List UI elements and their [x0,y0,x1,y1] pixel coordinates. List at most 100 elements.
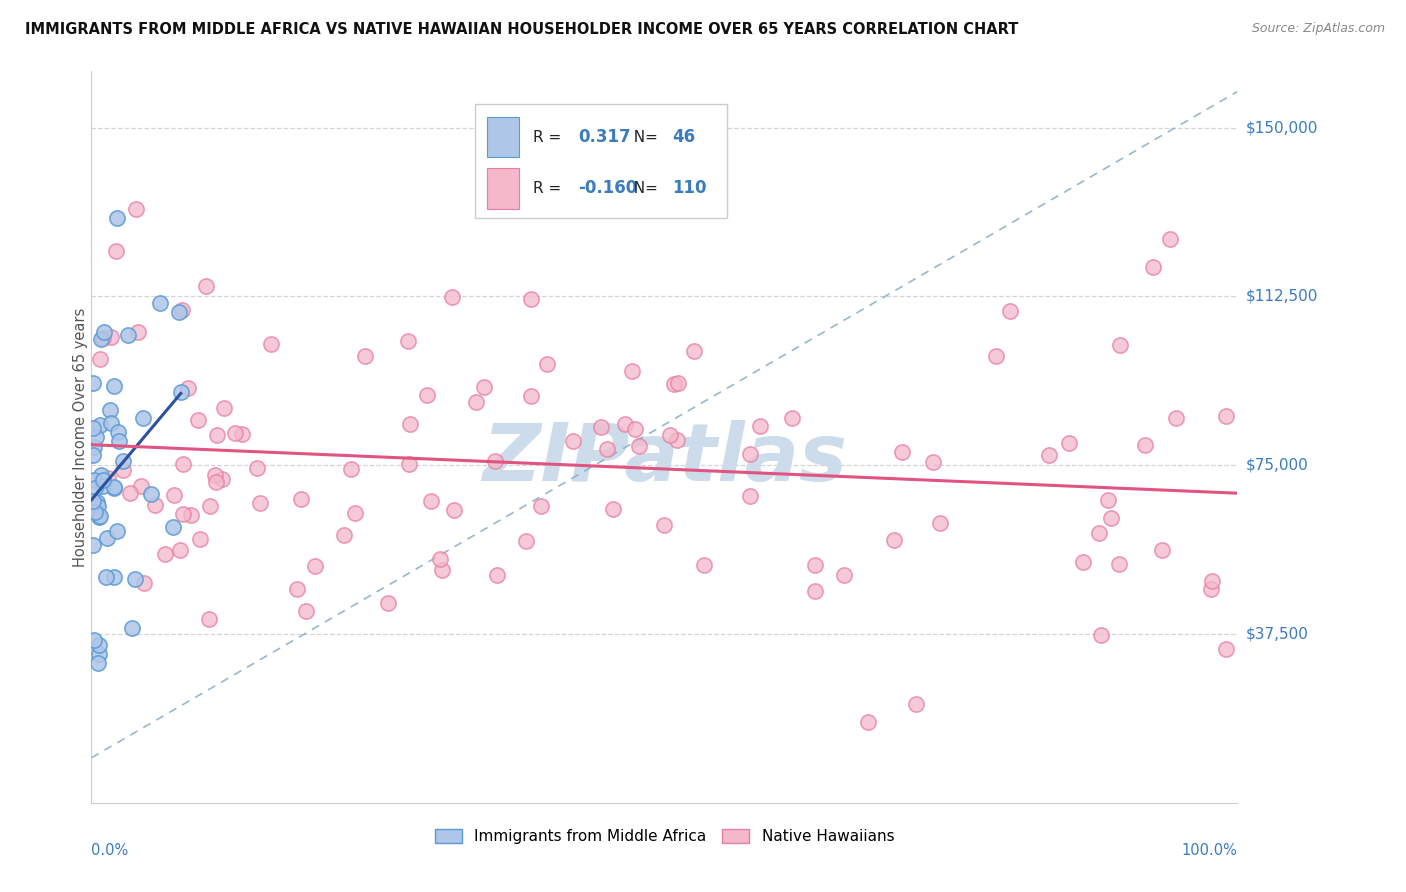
Point [249,496,271,510]
Point [623,421,645,435]
Point [131,479,153,493]
Point [187,412,209,426]
FancyBboxPatch shape [475,104,727,218]
Text: $150,000: $150,000 [1246,120,1317,135]
Point [1142,260,1164,274]
Point [441,290,464,304]
Text: $75,000: $75,000 [1246,458,1309,473]
Bar [486,169,519,209]
Bar [486,117,519,157]
Text: R =: R = [533,181,565,196]
Point [180,508,202,522]
Point [90,468,112,483]
Point [103,378,125,392]
Point [132,411,155,425]
Point [104,244,127,258]
Point [398,417,420,432]
Point [127,326,149,340]
Point [290,492,312,507]
Point [89,508,111,523]
Text: 0.0%: 0.0% [91,843,128,858]
Point [665,434,688,448]
Point [87,638,110,652]
Point [1090,628,1112,642]
Point [86,499,108,513]
Point [204,467,226,482]
Point [172,507,194,521]
Point [627,439,650,453]
Point [396,334,419,348]
Point [91,331,114,345]
Text: N=: N= [624,181,658,196]
Point [132,575,155,590]
Point [662,376,685,391]
Point [169,543,191,558]
Point [149,295,172,310]
Text: $37,500: $37,500 [1246,626,1309,641]
Point [519,292,541,306]
Point [82,376,104,390]
Point [333,527,356,541]
Point [163,488,186,502]
Point [443,503,465,517]
Point [94,570,117,584]
Point [922,455,945,469]
Point [295,604,318,618]
Point [1088,526,1111,541]
Point [82,448,104,462]
Point [172,458,194,472]
Point [117,328,139,343]
Point [377,596,399,610]
Legend: Immigrants from Middle Africa, Native Hawaiians: Immigrants from Middle Africa, Native Ha… [429,822,900,850]
Text: 110: 110 [672,179,707,197]
Point [89,352,111,367]
Point [145,498,167,512]
Point [420,493,443,508]
Point [1000,303,1022,318]
Point [170,384,193,399]
Point [536,357,558,371]
Point [195,278,218,293]
Point [124,572,146,586]
Point [1099,511,1122,525]
Point [515,534,537,549]
Point [339,462,361,476]
Point [91,479,114,493]
Point [84,505,107,519]
Point [803,584,825,599]
Point [83,481,105,495]
Point [1201,574,1223,589]
Point [260,336,283,351]
Point [1164,411,1187,425]
Point [596,442,619,456]
Point [1108,338,1130,352]
Point [90,332,112,346]
Point [782,411,804,425]
Point [121,621,143,635]
Point [659,428,682,442]
Point [172,302,194,317]
Point [749,418,772,433]
Point [87,657,110,671]
Point [97,471,120,485]
Point [120,486,142,500]
Point [82,420,104,434]
Point [530,499,553,513]
Point [86,494,108,508]
Point [96,531,118,545]
Point [105,524,128,538]
Point [1038,448,1060,462]
Point [211,472,233,486]
Text: R =: R = [533,129,565,145]
Text: IMMIGRANTS FROM MIDDLE AFRICA VS NATIVE HAWAIIAN HOUSEHOLDER INCOME OVER 65 YEAR: IMMIGRANTS FROM MIDDLE AFRICA VS NATIVE … [25,22,1019,37]
Point [928,516,950,530]
Point [484,453,506,467]
Point [103,481,125,495]
Point [415,388,437,402]
Point [429,551,451,566]
Point [139,487,162,501]
Point [111,463,134,477]
Point [82,538,104,552]
Point [285,582,308,597]
Point [105,211,128,225]
